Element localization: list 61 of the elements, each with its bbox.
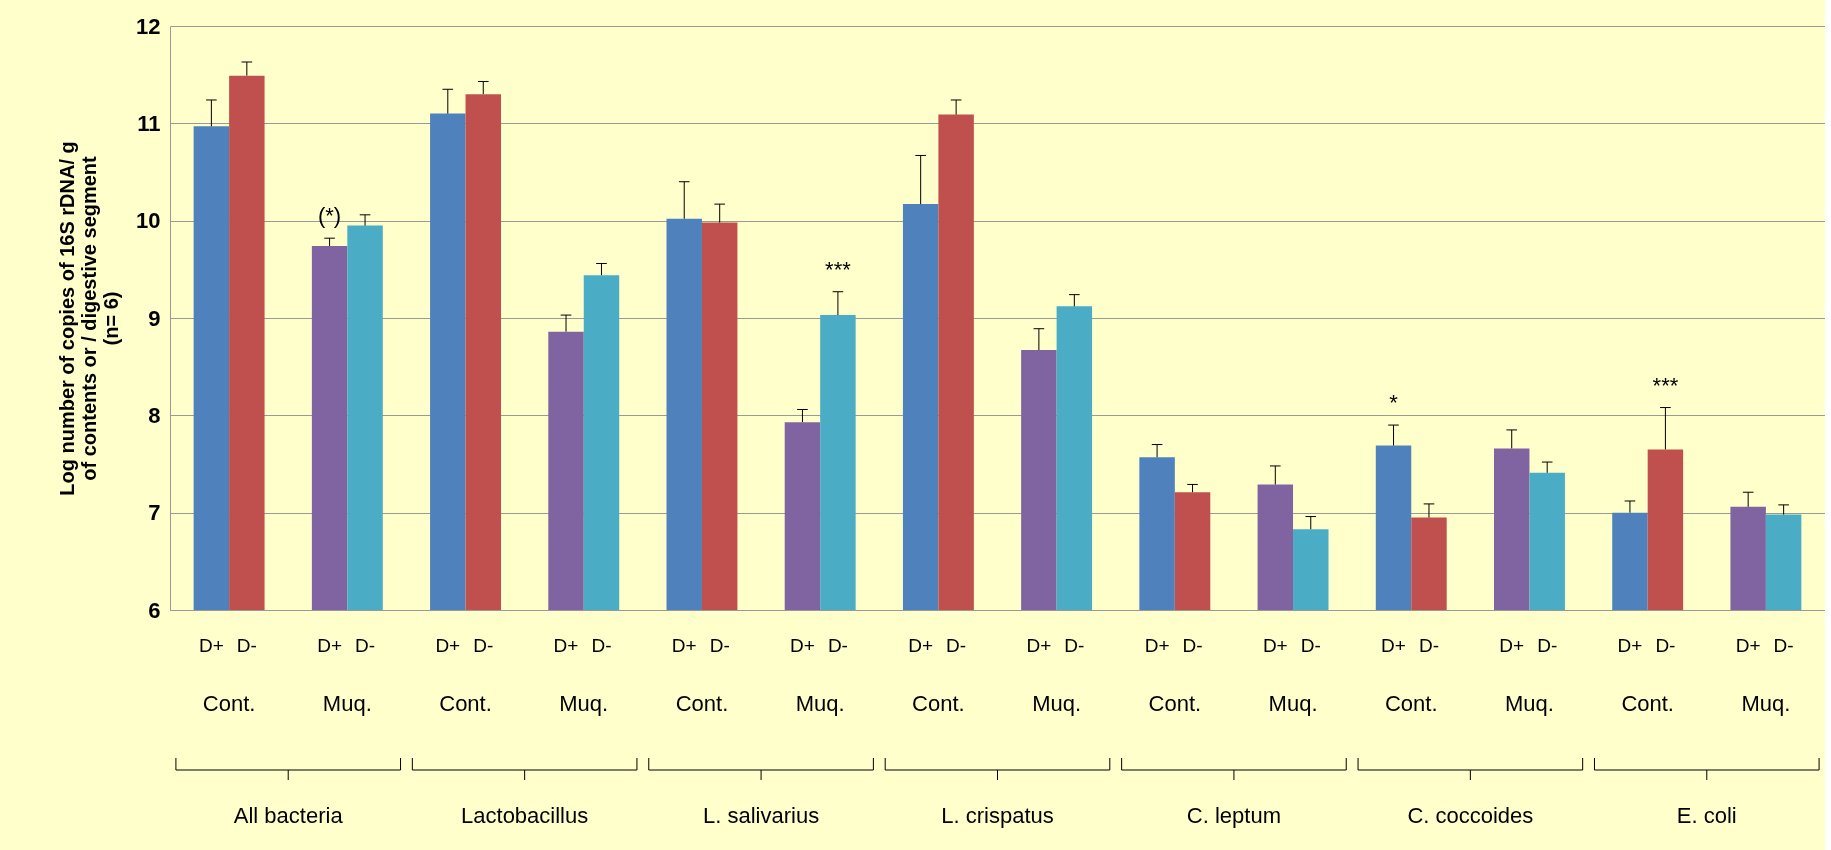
text: D- [1773, 635, 1794, 656]
y-tick-label: 6 [148, 597, 161, 623]
y-axis-title: Log number of copies of 16S rDNA/ g of contents or / digestive segment (n= 6) [56, 141, 123, 496]
x-tick-label: Muq. [1505, 691, 1554, 716]
text: D- [1064, 635, 1085, 656]
text: D- [1655, 635, 1676, 656]
data-label: *** [1652, 372, 1679, 398]
x-tick-label: Cont. [675, 691, 729, 716]
y-tick-label: 8 [148, 402, 161, 428]
text: D+ [1026, 635, 1052, 656]
text: D+ [790, 635, 815, 656]
x-tick-label: Muq. [795, 691, 845, 716]
text: D+ [671, 635, 697, 656]
text: D+ [1617, 635, 1643, 656]
x-tick-label: Cont. [912, 691, 965, 716]
data-label: (*) [317, 203, 342, 229]
text: All bacteria [233, 803, 344, 828]
text: D- [827, 635, 848, 656]
y-tick-label: 10 [136, 208, 161, 234]
text: D- [1182, 635, 1203, 656]
text: D+ [1735, 635, 1761, 656]
text: D+ [317, 635, 342, 656]
text: D+ [1381, 635, 1406, 656]
x-tick-label: Cont. [439, 691, 492, 716]
y-tick-label: 9 [148, 305, 161, 331]
text: D+ [435, 635, 461, 656]
x-tick-label: Cont. [202, 691, 256, 716]
series-label: D+ [198, 635, 224, 656]
text: D- [355, 635, 376, 656]
y-tick-label: 12 [136, 13, 161, 39]
text: D- [1300, 635, 1321, 656]
text: D- [946, 635, 967, 656]
y-tick-label: 11 [137, 110, 161, 136]
x-tick-label: Muq. [322, 691, 372, 716]
x-tick-label: Muq. [1032, 691, 1082, 716]
text: D- [709, 635, 730, 656]
text: C. leptum [1186, 803, 1282, 828]
text: L. crispatus [941, 803, 1054, 828]
data-label: *** [825, 256, 852, 282]
series-label: D- [236, 635, 257, 656]
text: D+ [1499, 635, 1525, 656]
text: D+ [553, 635, 579, 656]
x-tick-label: Muq. [559, 691, 609, 716]
y-tick-label: 7 [148, 500, 161, 526]
text: D+ [908, 635, 934, 656]
x-tick-label: Cont. [1621, 691, 1674, 716]
text: L. salivarius [702, 803, 820, 828]
text: D- [1537, 635, 1558, 656]
text: D+ [1144, 635, 1170, 656]
data-label: * [1389, 390, 1399, 416]
text: D- [591, 635, 612, 656]
x-tick-label: Muq. [1268, 691, 1318, 716]
text: D+ [1262, 635, 1288, 656]
text: E. coli [1676, 803, 1737, 828]
x-tick-label: Cont. [1384, 691, 1438, 716]
text: D- [473, 635, 494, 656]
x-tick-label: Cont. [1148, 691, 1202, 716]
text: D- [1418, 635, 1440, 656]
text: Lactobacillus [461, 803, 589, 828]
x-tick-label: Muq. [1741, 691, 1791, 716]
text: C. coccoides [1407, 803, 1534, 828]
